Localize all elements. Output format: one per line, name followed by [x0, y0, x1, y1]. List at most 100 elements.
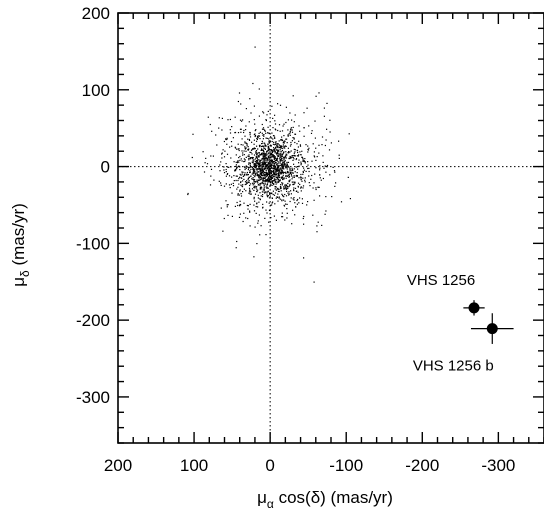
field-star [270, 166, 273, 168]
field-star [257, 137, 259, 139]
field-star [291, 223, 293, 225]
field-star [304, 181, 306, 183]
field-star [220, 207, 222, 209]
field-star [235, 169, 237, 172]
field-star [265, 119, 267, 122]
field-star [256, 203, 258, 205]
field-star [266, 164, 268, 166]
field-star [248, 159, 250, 161]
field-star [260, 153, 263, 156]
field-star [234, 170, 236, 172]
field-star [289, 130, 291, 133]
field-star [248, 121, 250, 123]
field-star [234, 146, 236, 148]
field-star [267, 149, 270, 151]
field-star [280, 173, 282, 175]
field-star [283, 168, 285, 170]
field-star [276, 182, 278, 184]
field-star [258, 132, 260, 134]
field-star [295, 206, 297, 208]
field-star [298, 154, 300, 156]
field-star [283, 156, 285, 158]
field-star [259, 198, 261, 200]
field-star [277, 129, 279, 132]
field-star [262, 180, 264, 182]
field-star [281, 146, 283, 148]
field-star [262, 138, 264, 140]
field-star [286, 172, 288, 174]
field-star [255, 169, 257, 171]
field-star [282, 160, 284, 162]
field-star [297, 191, 299, 193]
field-star [243, 173, 246, 176]
field-star [267, 147, 269, 149]
field-star [285, 177, 287, 179]
field-star [259, 138, 261, 140]
x-axis-label-main: μ [257, 488, 267, 507]
field-star [289, 151, 291, 153]
field-star [279, 198, 281, 200]
field-star [249, 170, 251, 172]
field-star [232, 182, 234, 184]
field-star [242, 175, 245, 177]
field-star [261, 191, 263, 193]
field-star [296, 166, 299, 168]
field-star [258, 165, 260, 167]
field-star [303, 135, 305, 137]
field-star [254, 123, 256, 125]
field-star [281, 176, 283, 178]
field-star [243, 129, 245, 132]
field-star [291, 172, 294, 174]
field-star [264, 192, 266, 194]
field-star [282, 161, 284, 163]
field-star [264, 155, 266, 157]
field-star [300, 162, 302, 165]
field-star [303, 257, 305, 259]
field-star [267, 176, 270, 178]
field-star [229, 146, 231, 148]
field-star [274, 136, 276, 138]
field-star [287, 186, 289, 188]
field-star [296, 150, 299, 152]
field-star [274, 178, 276, 180]
field-star [294, 114, 296, 116]
field-star [304, 162, 306, 164]
y-axis-label-main: μ [9, 277, 28, 287]
field-star [272, 164, 274, 166]
field-star [268, 221, 270, 223]
field-star [269, 160, 271, 162]
field-star [319, 195, 321, 197]
field-star [266, 191, 268, 193]
field-star [268, 138, 270, 140]
field-star [240, 103, 242, 105]
field-star [254, 185, 256, 187]
field-star [267, 178, 269, 180]
field-star [236, 166, 238, 168]
field-star [210, 155, 212, 157]
field-star [225, 163, 227, 165]
field-star [282, 172, 284, 174]
field-star [269, 185, 271, 187]
field-star [285, 154, 287, 156]
field-star [249, 165, 251, 167]
field-star [278, 140, 280, 142]
field-star [258, 201, 260, 203]
field-star [283, 135, 285, 137]
field-star [266, 193, 268, 195]
field-star [284, 166, 286, 168]
field-star [257, 168, 259, 170]
field-star [261, 162, 263, 164]
field-star [268, 165, 270, 167]
field-star [272, 190, 274, 192]
field-star [293, 183, 295, 185]
field-star [266, 114, 268, 116]
field-star [248, 192, 250, 194]
field-star [262, 154, 264, 156]
field-star [287, 182, 289, 185]
field-star [256, 186, 258, 188]
field-star [253, 196, 255, 198]
field-star [209, 184, 212, 186]
field-star [284, 147, 286, 149]
field-star [290, 143, 292, 146]
field-star [261, 132, 263, 134]
